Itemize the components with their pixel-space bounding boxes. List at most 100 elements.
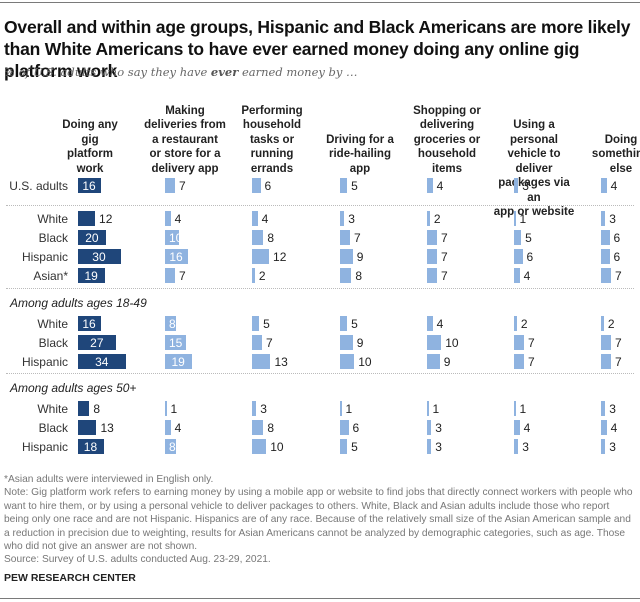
bar [427, 420, 432, 435]
data-label: 7 [614, 336, 622, 350]
row-label: Black [38, 231, 68, 245]
column-header-line: groceries or [413, 133, 481, 146]
data-label: 9 [356, 250, 364, 264]
bar [165, 420, 171, 435]
bar [78, 268, 105, 283]
bar [78, 335, 117, 350]
data-label: 7 [614, 269, 622, 283]
data-label: 7 [527, 336, 535, 350]
bar [78, 249, 121, 264]
bar [165, 439, 177, 454]
bar [427, 401, 429, 416]
data-label: 12 [99, 212, 113, 226]
data-label: 4 [523, 421, 531, 435]
column-header-line: Performing [241, 104, 303, 117]
bar [252, 268, 255, 283]
data-label: 20 [85, 231, 99, 245]
bar [165, 401, 167, 416]
bar [165, 249, 188, 264]
data-label: 8 [93, 402, 101, 416]
data-label: 16 [82, 317, 96, 331]
data-label: 3 [348, 212, 355, 226]
data-label: 6 [613, 231, 621, 245]
bottom-rule [0, 598, 640, 599]
methodology-note: Note: Gig platform work refers to earnin… [4, 487, 633, 553]
data-label: 10 [445, 336, 459, 350]
bar [340, 211, 345, 226]
data-label: 7 [353, 231, 361, 245]
data-label: 8 [267, 231, 275, 245]
data-label: 15 [169, 336, 183, 350]
row-label: Hispanic [21, 440, 68, 454]
bar [601, 211, 606, 226]
data-label: 6 [526, 250, 534, 264]
column-header-line: items [431, 162, 463, 175]
data-label: 1 [519, 402, 527, 416]
column-header-line: Shopping or [413, 104, 481, 117]
data-label: 4 [610, 421, 618, 435]
bar [427, 354, 440, 369]
data-label: 4 [261, 212, 269, 226]
data-label: 4 [436, 179, 444, 193]
bar [252, 211, 258, 226]
brand-footer: PEW RESEARCH CENTER [4, 572, 136, 584]
data-label: 13 [100, 421, 114, 435]
bar [340, 268, 352, 283]
column-header-line: errands [250, 162, 294, 175]
column-header-line: household [417, 148, 477, 160]
section-label: Among adults ages 50+ [10, 381, 137, 395]
bar [601, 230, 610, 245]
bar [514, 439, 519, 454]
data-label: 3 [609, 212, 616, 226]
bar [601, 354, 611, 369]
column-header-line: household [242, 119, 302, 131]
data-label: 4 [174, 421, 182, 435]
bar [514, 316, 517, 331]
column-header: Doing something else [578, 133, 640, 177]
row-label: Asian* [33, 269, 68, 283]
bar [601, 439, 606, 454]
top-rule [0, 2, 640, 3]
bar [514, 268, 520, 283]
bar [601, 420, 607, 435]
data-label: 19 [84, 269, 98, 283]
column-header-line: Doing any [62, 119, 118, 131]
data-label: 8 [169, 440, 176, 454]
column-header-line: delivering [419, 119, 475, 131]
bar [252, 401, 257, 416]
section-divider [6, 288, 634, 289]
data-label: 13 [274, 355, 288, 369]
bar [252, 316, 260, 331]
data-label: 3 [260, 402, 267, 416]
bar [427, 249, 437, 264]
bar [601, 178, 607, 193]
bar [340, 230, 350, 245]
bar [78, 420, 97, 435]
bar [252, 249, 270, 264]
bar [340, 401, 342, 416]
bar [340, 178, 348, 193]
data-label: 7 [440, 231, 448, 245]
bar [340, 316, 348, 331]
bar [165, 211, 171, 226]
row-label: U.S. adults [9, 179, 68, 193]
bar [340, 335, 353, 350]
bar [165, 335, 187, 350]
data-label: 16 [82, 179, 96, 193]
column-header-line: something [591, 148, 640, 160]
column-header-line: delivery app [151, 162, 219, 175]
data-label: 16 [169, 250, 183, 264]
column-header-line: work [76, 162, 104, 175]
column-header-line: ride-hailing [329, 148, 391, 160]
bar [165, 354, 192, 369]
data-label: 2 [433, 212, 441, 226]
bar [427, 335, 442, 350]
column-header-line: vehicle to deliver [507, 148, 561, 175]
column-header-line: Using a personal [510, 119, 558, 146]
data-label: 5 [525, 231, 532, 245]
row-label: White [37, 402, 68, 416]
column-header: Making deliveries from a restaurant or stor… [142, 104, 228, 177]
chart-subtitle: % of U.S. adults who say they have ever … [4, 65, 358, 79]
section-label: Among adults ages 18-49 [10, 296, 147, 310]
data-label: 7 [440, 250, 448, 264]
